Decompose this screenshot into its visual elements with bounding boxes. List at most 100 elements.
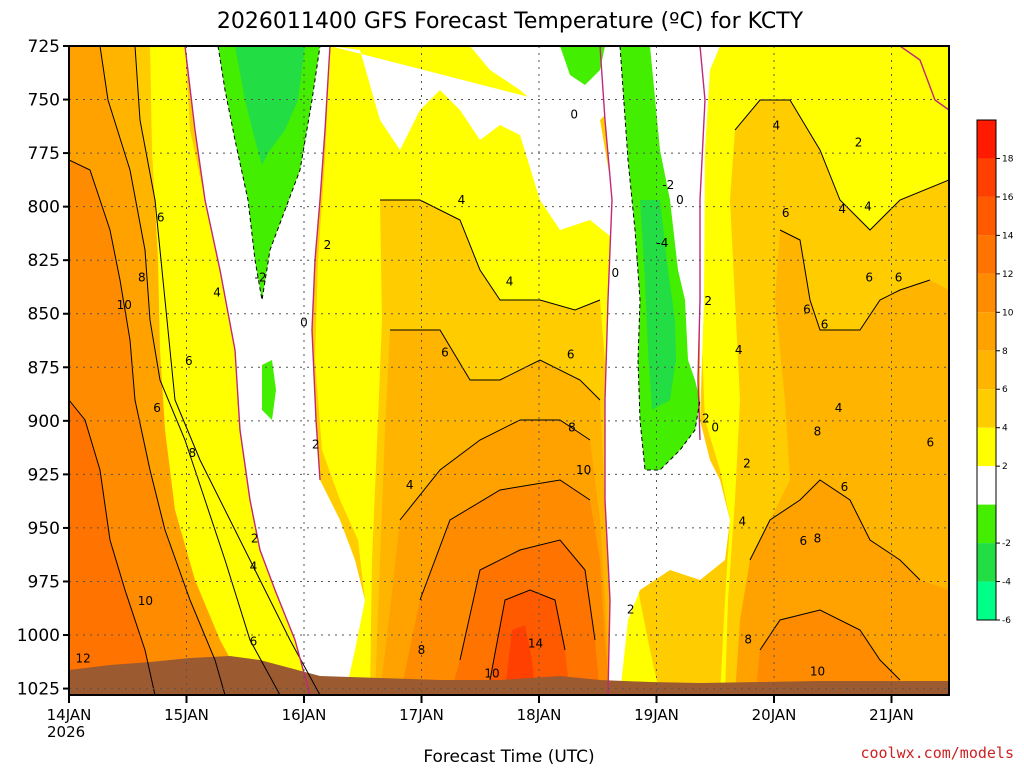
y-tick-label: 850 [28, 305, 60, 325]
contour-label: 2 [627, 602, 635, 616]
near-zero-region-1 [185, 46, 365, 695]
contour-label: 4 [735, 343, 743, 357]
x-tick-label: 18JAN [517, 706, 562, 724]
colorbar-swatch [977, 273, 996, 313]
colorbar-swatch [977, 350, 996, 390]
contour-label: 6 [250, 634, 258, 648]
warm-region-mid-16c [502, 625, 535, 695]
contour-label: 6 [782, 206, 790, 220]
contour-label: 8 [138, 270, 146, 284]
contour-label: 8 [189, 446, 197, 460]
contour-label: 4 [506, 275, 514, 289]
contour-label: 10 [484, 667, 499, 681]
credit-text: coolwx.com/models [860, 744, 1014, 762]
cold-blob-1 [262, 360, 276, 420]
contour-label: 6 [865, 270, 873, 284]
contour-label: 8 [814, 425, 822, 439]
x-tick-label: 17JAN [399, 706, 444, 724]
colorbar: 18 16 14 12 10 8 6 4 2 -2 -4 -6 [976, 119, 1014, 626]
y-axis: 725 750 775 800 825 850 875 900 925 950 975 1000 102… [17, 37, 69, 700]
x-tick-label: 19JAN [634, 706, 679, 724]
colorbar-swatch [977, 543, 996, 582]
y-tick-label: 975 [28, 572, 60, 592]
contour-label: 4 [838, 202, 846, 216]
contour-lines [69, 46, 949, 695]
contour-label: 10 [810, 664, 825, 678]
contour-label: 8 [814, 532, 822, 546]
chart-grid [69, 45, 949, 695]
colorbar-swatch [977, 196, 996, 236]
contour-label: 2 [743, 457, 751, 471]
contour-label: 0 [570, 108, 578, 122]
contour-label: 10 [138, 594, 153, 608]
contour-label: 6 [185, 354, 193, 368]
colorbar-frame [976, 119, 997, 621]
contour-label: 2 [704, 294, 712, 308]
contour-label: 6 [926, 435, 934, 449]
contour-label: 0 [300, 315, 308, 329]
contour-label: 10 [576, 463, 591, 477]
colorbar-label: -2 [1002, 539, 1011, 549]
chart-title: 2026011400 GFS Forecast Temperature (ºC)… [217, 9, 804, 34]
yellow-region-1 [150, 46, 345, 695]
contour-label: 4 [213, 285, 221, 299]
contour-label: 8 [568, 420, 576, 434]
colorbar-label: 14 [1002, 231, 1014, 241]
y-tick-label: 1000 [17, 626, 60, 646]
contour-label: 6 [800, 534, 808, 548]
y-tick-label: 825 [28, 251, 60, 271]
contour-label: 8 [744, 632, 752, 646]
contour-label: 6 [153, 401, 161, 415]
contour-label: 6 [803, 302, 811, 316]
contour-label: 8 [418, 643, 426, 657]
contour-label: 2 [312, 437, 320, 451]
y-tick-label: 750 [28, 91, 60, 111]
colorbar-label: 6 [1002, 385, 1008, 395]
zero-contour-lines [184, 46, 949, 695]
colorbar-label: 8 [1002, 347, 1008, 357]
cold-region-2b [640, 200, 676, 410]
cold-region-top [560, 46, 605, 85]
y-tick-label: 925 [28, 465, 60, 485]
colorbar-swatch [977, 158, 996, 197]
cold-region-1b [235, 46, 305, 165]
x-tick-label: 20JAN [752, 706, 797, 724]
contour-label: -2 [255, 270, 267, 284]
colorbar-label: 4 [1002, 424, 1008, 434]
colorbar-swatch [977, 504, 996, 544]
plot-area [69, 46, 949, 695]
contour-label: 10 [117, 298, 132, 312]
x-axis: 14JAN 15JAN 16JAN 17JAN 18JAN 19JAN 20JAN 21JAN [47, 695, 914, 724]
contour-label: 2 [251, 532, 259, 546]
contour-label: 6 [895, 270, 903, 284]
colorbar-label: 12 [1002, 270, 1013, 280]
contour-label: 4 [864, 200, 872, 214]
cold-region-1 [218, 46, 320, 300]
y-tick-label: 950 [28, 519, 60, 539]
contour-label: 6 [567, 347, 575, 361]
contour-label: -4 [656, 236, 668, 250]
y-tick-label: 875 [28, 358, 60, 378]
y-tick-label: 900 [28, 412, 60, 432]
colorbar-swatch [977, 235, 996, 274]
contour-label: 4 [458, 193, 466, 207]
contour-label: 0 [612, 266, 620, 280]
contour-label: -2 [662, 178, 674, 192]
cold-contour-lines [217, 46, 701, 471]
contour-label: 6 [157, 210, 165, 224]
contour-label: 2 [855, 135, 863, 149]
colorbar-swatch [977, 466, 996, 505]
y-tick-label: 775 [28, 144, 60, 164]
contour-label: 4 [835, 401, 843, 415]
x-tick-label: 16JAN [282, 706, 327, 724]
contour-label: 2 [702, 412, 710, 426]
contour-label: 12 [75, 652, 90, 666]
colorbar-swatch [977, 389, 996, 428]
colorbar-label: -4 [1002, 578, 1011, 588]
contour-label: 0 [676, 193, 684, 207]
plot-frame [68, 45, 950, 696]
contour-label: 4 [406, 478, 414, 492]
warm-region-right-10c [755, 610, 900, 695]
contour-label: 4 [250, 559, 258, 573]
